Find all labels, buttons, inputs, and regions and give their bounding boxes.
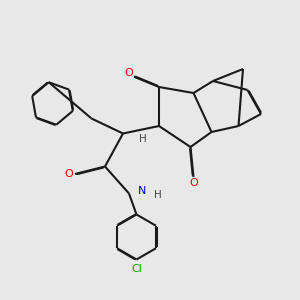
Text: O: O xyxy=(189,178,198,188)
Text: H: H xyxy=(154,190,161,200)
Text: O: O xyxy=(64,169,74,179)
Text: H: H xyxy=(139,134,146,145)
Text: O: O xyxy=(124,68,134,79)
Text: N: N xyxy=(138,185,147,196)
Text: Cl: Cl xyxy=(131,263,142,274)
